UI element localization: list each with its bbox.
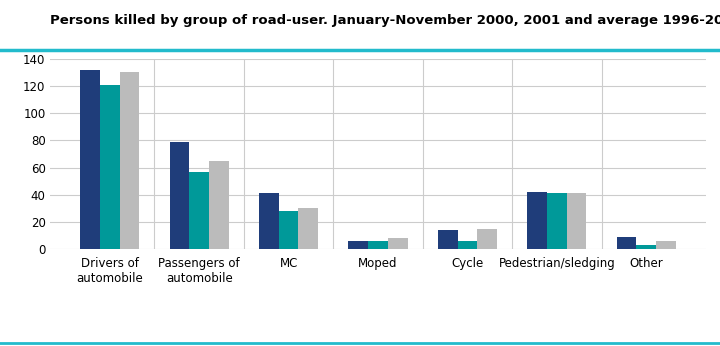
Bar xyxy=(100,85,120,249)
Bar xyxy=(567,193,586,249)
Bar xyxy=(656,241,676,249)
Bar xyxy=(368,241,388,249)
Bar xyxy=(80,70,100,249)
Bar xyxy=(348,241,368,249)
Bar xyxy=(477,229,497,249)
Bar xyxy=(547,193,567,249)
Bar xyxy=(636,245,656,249)
Bar xyxy=(170,142,189,249)
Text: Persons killed by group of road-user. January-November 2000, 2001 and average 19: Persons killed by group of road-user. Ja… xyxy=(50,14,720,27)
Bar xyxy=(617,237,636,249)
Bar xyxy=(209,161,229,249)
Bar xyxy=(458,241,477,249)
Bar xyxy=(279,211,298,249)
Bar xyxy=(527,192,547,249)
Bar xyxy=(388,238,408,249)
Bar xyxy=(298,208,318,249)
Bar xyxy=(189,172,209,249)
Bar xyxy=(259,193,279,249)
Bar xyxy=(438,230,458,249)
Bar xyxy=(120,72,139,249)
